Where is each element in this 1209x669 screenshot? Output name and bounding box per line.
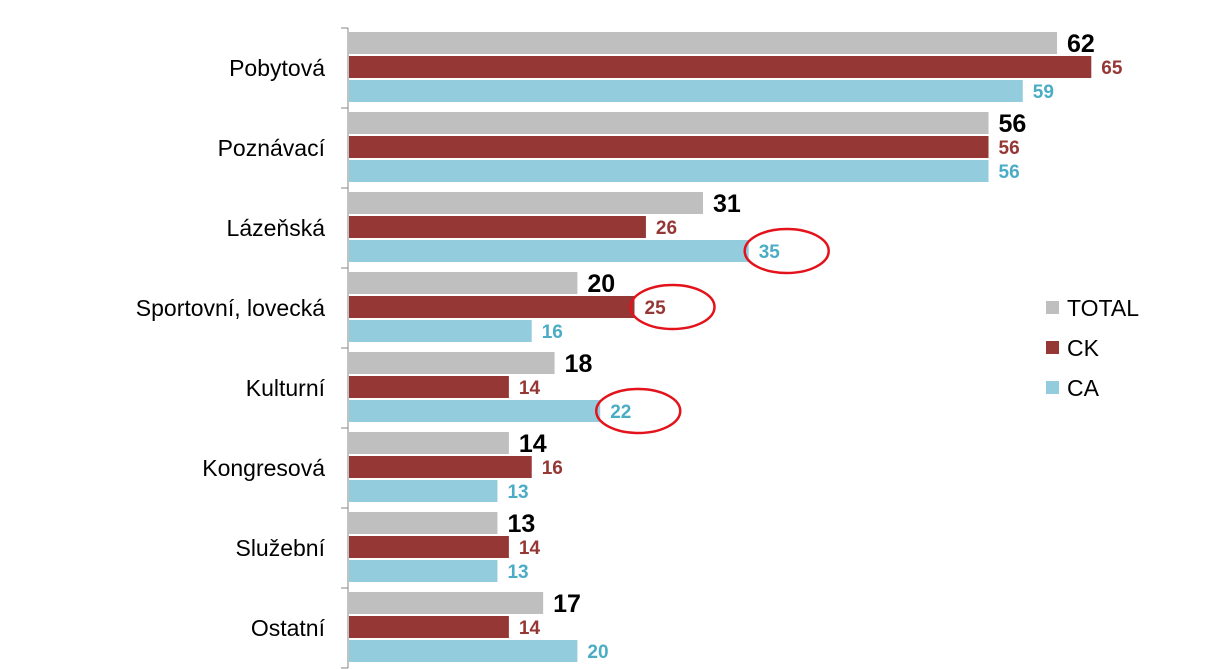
data-label-ck-kulturni: 14 — [519, 378, 541, 399]
data-label-total-poznavaci: 56 — [999, 110, 1027, 138]
highlight-circle-ca-lazenska — [743, 227, 830, 275]
category-label-poznavaci: Poznávací — [218, 135, 326, 161]
bar-total-sportovni-lovecka — [349, 272, 578, 294]
bar-ck-ostatni — [349, 616, 509, 638]
legend-label-total: TOTAL — [1067, 295, 1139, 321]
bar-total-poznavaci — [349, 112, 989, 134]
bar-ck-poznavaci — [349, 136, 989, 158]
bar-ck-pobytova — [349, 56, 1092, 78]
bar-ck-kulturni — [349, 376, 509, 398]
bar-total-sluzebni — [349, 512, 498, 534]
bar-ck-kongresova — [349, 456, 532, 478]
bar-ca-sportovni-lovecka — [349, 320, 532, 342]
bar-total-pobytova — [349, 32, 1058, 54]
category-label-kulturni: Kulturní — [246, 375, 326, 401]
data-label-ck-kongresova: 16 — [542, 458, 563, 479]
data-label-ck-sportovni-lovecka: 25 — [645, 298, 667, 319]
bar-total-ostatni — [349, 592, 544, 614]
category-label-kongresova: Kongresová — [202, 455, 325, 481]
legend-label-ca: CA — [1067, 375, 1100, 401]
data-label-total-lazenska: 31 — [713, 190, 741, 218]
bar-ca-kongresova — [349, 480, 498, 502]
category-label-pobytova: Pobytová — [229, 55, 325, 81]
highlight-circle-ck-sportovni-lovecka — [629, 283, 716, 331]
category-label-ostatni: Ostatní — [251, 615, 326, 641]
legend-swatch-ck — [1046, 341, 1059, 354]
category-label-lazenska: Lázeňská — [227, 215, 326, 241]
data-label-total-sluzebni: 13 — [507, 510, 535, 538]
data-label-total-sportovni-lovecka: 20 — [587, 270, 615, 298]
bar-total-lazenska — [349, 192, 704, 214]
bar-ca-poznavaci — [349, 160, 989, 182]
bar-ca-sluzebni — [349, 560, 498, 582]
bar-ca-lazenska — [349, 240, 749, 262]
legend: TOTAL CK CA — [1046, 295, 1139, 401]
highlight-circle-ca-kulturni — [594, 387, 682, 435]
bar-ck-lazenska — [349, 216, 646, 238]
data-label-ca-poznavaci: 56 — [999, 162, 1020, 183]
highlight-circles — [594, 227, 830, 435]
data-label-total-kongresova: 14 — [519, 430, 547, 458]
bars — [349, 32, 1092, 662]
data-label-ck-poznavaci: 56 — [999, 138, 1020, 159]
bar-ca-kulturni — [349, 400, 601, 422]
data-label-ca-sluzebni: 13 — [507, 562, 528, 583]
legend-swatch-total — [1046, 301, 1059, 314]
data-label-total-kulturni: 18 — [565, 350, 593, 378]
bar-ck-sluzebni — [349, 536, 509, 558]
bar-total-kulturni — [349, 352, 555, 374]
data-label-ck-lazenska: 26 — [656, 218, 677, 239]
data-label-ca-pobytova: 59 — [1033, 82, 1054, 103]
data-label-ca-lazenska: 35 — [759, 242, 781, 263]
category-label-sportovni-lovecka: Sportovní, lovecká — [136, 295, 325, 321]
legend-swatch-ca — [1046, 381, 1059, 394]
data-label-total-pobytova: 62 — [1067, 30, 1095, 58]
legend-label-ck: CK — [1067, 335, 1100, 361]
data-label-ca-kongresova: 13 — [507, 482, 528, 503]
data-label-ck-ostatni: 14 — [519, 618, 541, 639]
data-label-ck-sluzebni: 14 — [519, 538, 541, 559]
data-label-ca-sportovni-lovecka: 16 — [542, 322, 563, 343]
labels: Pobytová626559Poznávací565656Lázeňská312… — [136, 30, 1123, 663]
bar-ck-sportovni-lovecka — [349, 296, 635, 318]
data-label-ck-pobytova: 65 — [1101, 58, 1123, 79]
bar-total-kongresova — [349, 432, 509, 454]
category-label-sluzebni: Služební — [235, 535, 325, 561]
data-label-total-ostatni: 17 — [553, 590, 581, 618]
axis — [341, 27, 349, 669]
bar-ca-pobytova — [349, 80, 1023, 102]
data-label-ca-kulturni: 22 — [610, 402, 631, 423]
data-label-ca-ostatni: 20 — [587, 642, 608, 663]
bar-ca-ostatni — [349, 640, 578, 662]
